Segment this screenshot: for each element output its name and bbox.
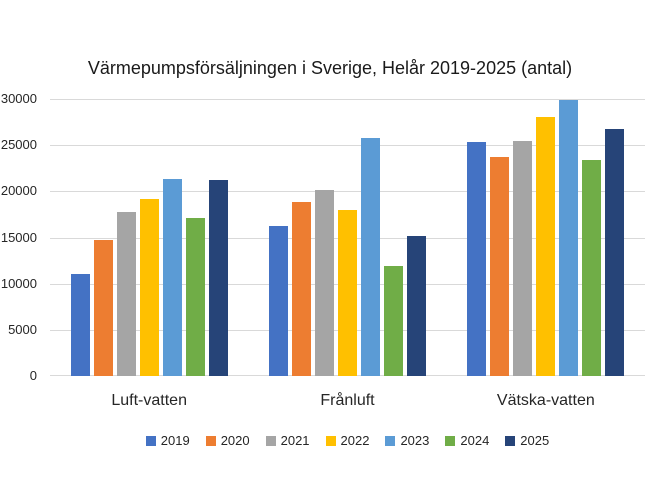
legend-label: 2019 [160, 433, 190, 448]
legend-item-2022: 2022 [325, 433, 370, 449]
legend-item-2021: 2021 [265, 433, 310, 449]
bar-2024-category-1 [383, 266, 403, 376]
gridline-30000 [50, 99, 645, 100]
bar-2021-category-0 [116, 211, 136, 376]
legend-item-2023: 2023 [385, 433, 429, 449]
bar-2020-category-1 [291, 201, 311, 376]
legend-item-2025: 2025 [505, 433, 549, 449]
bar-2021-category-2 [513, 140, 533, 376]
legend-swatch-icon [325, 436, 336, 446]
gridline-25000 [50, 145, 645, 147]
bar-2024-category-2 [582, 159, 602, 376]
bar-2021-category-1 [314, 190, 334, 376]
y-tick-label-25000: 25000 [0, 137, 37, 153]
bar-2025-category-2 [605, 129, 625, 376]
legend-item-2024: 2024 [445, 433, 489, 449]
legend: 2019 2020 2021 2022 2023 2024 2025 [50, 433, 645, 449]
legend-swatch-icon [385, 436, 396, 446]
bar-2023-category-0 [162, 179, 182, 376]
bar-2019-category-0 [70, 274, 90, 376]
y-tick-label-0: 0 [29, 368, 37, 383]
bar-2024-category-0 [185, 218, 205, 376]
bar-2022-category-0 [139, 198, 159, 376]
legend-label: 2025 [520, 433, 550, 448]
legend-label: 2023 [400, 433, 430, 448]
legend-label: 2021 [280, 433, 310, 448]
x-category-label-1: Frånluft [320, 392, 375, 409]
bar-2022-category-1 [337, 209, 357, 376]
plot-area [50, 99, 645, 376]
y-tick-label-10000: 10000 [0, 275, 37, 291]
legend-swatch-icon [445, 436, 456, 446]
bar-group-2 [467, 99, 625, 376]
y-tick-label-20000: 20000 [0, 183, 37, 199]
bar-2022-category-2 [536, 116, 556, 376]
bar-group-0 [70, 99, 228, 376]
y-tick-label-5000: 5000 [8, 321, 37, 337]
bar-group-1 [268, 99, 426, 376]
legend-swatch-icon [145, 436, 156, 446]
legend-swatch-icon [205, 436, 216, 446]
bar-2020-category-0 [93, 240, 113, 376]
legend-item-2019: 2019 [145, 433, 190, 449]
legend-swatch-icon [265, 436, 276, 446]
x-category-label-0: Luft-vatten [111, 392, 187, 409]
legend-label: 2020 [220, 433, 250, 448]
bar-2023-category-1 [360, 137, 380, 376]
x-category-label-2: Vätska-vatten [496, 392, 595, 409]
legend-label: 2022 [340, 433, 370, 448]
y-axis: 0 5000 10000 15000 20000 25000 30000 [0, 91, 37, 383]
y-tick-label-30000: 30000 [0, 91, 37, 106]
bar-2019-category-1 [268, 225, 288, 376]
legend-swatch-icon [505, 436, 516, 446]
category-slot-2 [447, 99, 645, 376]
chart-title: Värmepumpsförsäljningen i Sverige, Helår… [87, 58, 573, 78]
gridline-20000 [50, 191, 645, 193]
y-tick-label-15000: 15000 [0, 229, 37, 245]
bar-2020-category-2 [490, 157, 510, 376]
category-slot-0 [50, 99, 248, 376]
category-slot-1 [248, 99, 446, 376]
legend-item-2020: 2020 [205, 433, 250, 449]
bar-2019-category-2 [467, 142, 487, 376]
bar-groups [50, 99, 645, 376]
bar-2023-category-2 [559, 99, 579, 376]
bar-2025-category-1 [406, 235, 426, 376]
x-axis: Luft-vatten Frånluft Vätska-vatten [50, 390, 645, 411]
bar-2025-category-0 [208, 180, 228, 376]
legend-label: 2024 [460, 433, 490, 448]
